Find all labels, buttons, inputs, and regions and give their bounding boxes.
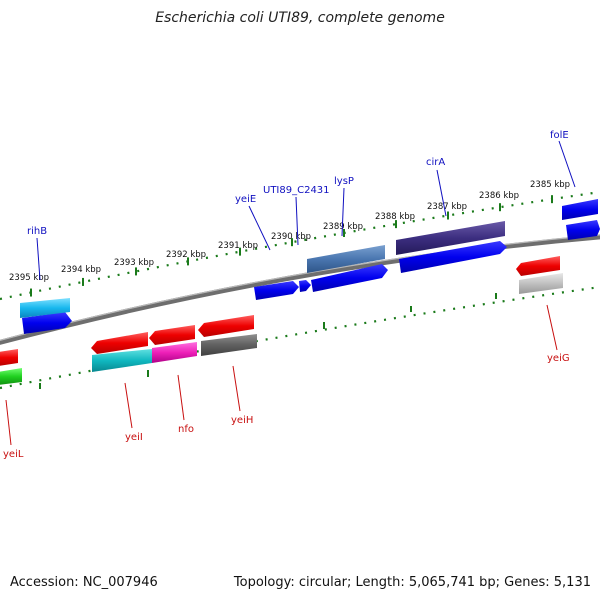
feature-yeiH-red[interactable] [198,315,254,337]
gene-label-yeiL[interactable]: yeiL [3,449,24,460]
reverse-gene-labels: yeiG yeiH nfo yeiI yeiL [3,304,570,460]
feature-folE[interactable] [566,220,600,240]
outer-tick-ring [0,190,600,301]
gene-label-yeiE[interactable]: yeiE [235,194,256,205]
accession-text: Accession: NC_007946 [10,575,158,590]
genome-backbone [0,234,600,345]
reverse-strand-features [0,256,563,385]
feature-yeiE[interactable] [254,281,299,300]
gene-label-rihB[interactable]: rihB [27,226,47,237]
genome-backbone-highlight [0,234,600,341]
gene-label-UTI89_C2431[interactable]: UTI89_C2431 [263,185,330,196]
feature-yeiG-gray[interactable] [519,273,563,294]
feature-yeiH-gray[interactable] [201,334,257,356]
forward-strand-features-outer [20,199,598,318]
feature-lysP[interactable] [311,264,388,292]
gene-label-lysP[interactable]: lysP [334,176,354,187]
kbp-label-2392: 2392 kbp [166,250,206,260]
gene-label-nfo[interactable]: nfo [178,424,194,435]
forward-gene-labels: folE cirA lysP UTI89_C2431 yeiE rihB [27,130,576,281]
feature-yeiI-teal[interactable] [92,349,152,372]
kbp-label-2393: 2393 kbp [114,258,154,268]
gene-label-yeiI[interactable]: yeiI [125,432,143,443]
feature-cirA[interactable] [399,241,507,273]
kbp-tick-labels: 2385 kbp 2386 kbp 2387 kbp 2388 kbp 2389… [9,180,570,283]
kbp-label-2389: 2389 kbp [323,222,363,232]
kbp-label-2395: 2395 kbp [9,273,49,283]
genome-summary-text: Topology: circular; Length: 5,065,741 bp… [233,575,591,590]
feature-yeiL-red[interactable] [0,349,18,366]
kbp-label-2385: 2385 kbp [530,180,570,190]
kbp-label-2390: 2390 kbp [271,232,311,242]
inner-tick-ring [0,285,600,390]
forward-strand-features [22,220,600,334]
gene-label-yeiG[interactable]: yeiG [547,353,570,364]
gene-label-folE[interactable]: folE [550,130,569,141]
feature-nfo-pink[interactable] [152,342,197,363]
kbp-label-2391: 2391 kbp [218,241,258,251]
feature-nfo-red[interactable] [149,325,195,345]
feature-cirA-outer[interactable] [396,221,505,255]
kbp-label-2388: 2388 kbp [375,212,415,222]
kbp-label-2386: 2386 kbp [479,191,519,201]
feature-lysP-outer[interactable] [307,245,385,273]
feature-yeiL-green[interactable] [0,368,22,385]
feature-UTI89_C2431[interactable] [299,280,311,292]
kbp-label-2387: 2387 kbp [427,202,467,212]
feature-folE-outer[interactable] [562,199,598,220]
map-title: Escherichia coli UTI89, complete genome [155,10,445,26]
gene-label-cirA[interactable]: cirA [426,157,445,168]
kbp-label-2394: 2394 kbp [61,265,101,275]
feature-yeiG-red[interactable] [516,256,560,276]
feature-rihB[interactable] [22,312,72,334]
gene-label-yeiH[interactable]: yeiH [231,415,253,426]
feature-yeiI-red[interactable] [91,332,148,354]
feature-rihB-outer[interactable] [20,298,70,318]
